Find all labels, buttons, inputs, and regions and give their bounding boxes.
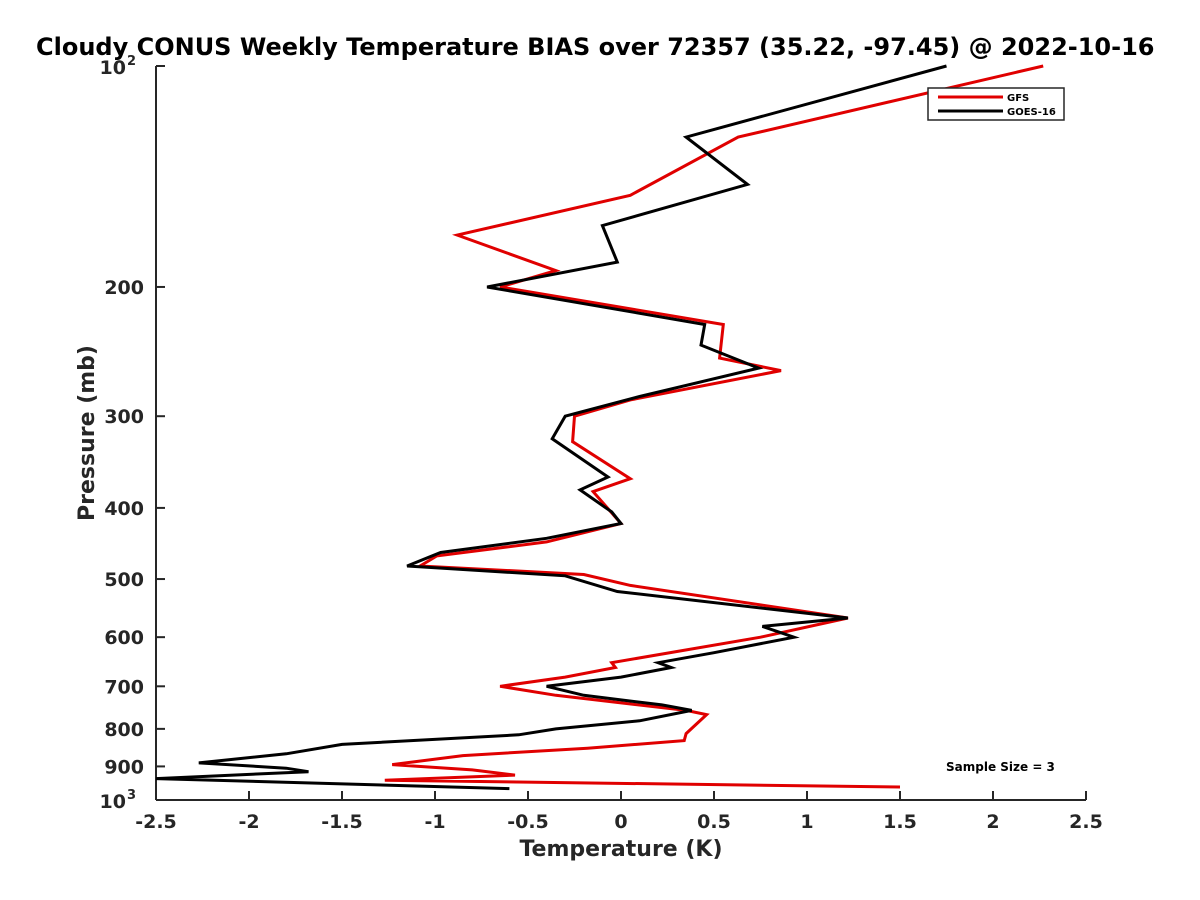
chart-title: Cloudy CONUS Weekly Temperature BIAS ove… <box>36 33 1154 61</box>
x-tick-label: 0 <box>614 811 627 833</box>
y-tick-label: 10 <box>100 57 126 79</box>
legend-label: GFS <box>1007 93 1029 104</box>
y-tick-label: 10 <box>100 791 126 813</box>
y-tick-label: 800 <box>104 719 144 741</box>
series-line-goes-16 <box>155 64 947 791</box>
x-tick-label: -2.5 <box>135 811 177 833</box>
x-tick-label: 2 <box>986 811 999 833</box>
x-axis-label: Temperature (K) <box>519 837 722 862</box>
x-tick-label: -1.5 <box>321 811 363 833</box>
y-tick-label: 600 <box>104 627 144 649</box>
x-tick-label: -0.5 <box>507 811 549 833</box>
series-line-gfs <box>384 64 1044 789</box>
y-tick-label: 200 <box>104 277 144 299</box>
axes: -2.5 -2 -1.5 -1 -0.5 0 0.5 1 1.5 2 2.510 2200300400… <box>100 54 1103 833</box>
legend: GFS GOES-16 <box>927 87 1065 121</box>
series-layer <box>155 64 1044 791</box>
legend-label: GOES-16 <box>1007 107 1056 118</box>
y-axis-label: Pressure (mb) <box>75 345 100 521</box>
y-tick-label: 300 <box>104 406 144 428</box>
x-tick-label: -2 <box>238 811 259 833</box>
y-tick-label: 400 <box>104 498 144 520</box>
y-tick-label: 500 <box>104 569 144 591</box>
legend-box <box>927 87 1065 121</box>
x-tick-label: 2.5 <box>1069 811 1103 833</box>
y-tick-exponent: 3 <box>127 788 136 803</box>
y-tick-label: 900 <box>104 756 144 778</box>
x-tick-label: 1 <box>800 811 813 833</box>
sample-size-annotation: Sample Size = 3 <box>946 760 1055 774</box>
x-tick-label: 0.5 <box>697 811 731 833</box>
x-tick-label: 1.5 <box>883 811 917 833</box>
y-tick-label: 700 <box>104 676 144 698</box>
y-tick-exponent: 2 <box>127 54 136 69</box>
x-tick-label: -1 <box>424 811 445 833</box>
